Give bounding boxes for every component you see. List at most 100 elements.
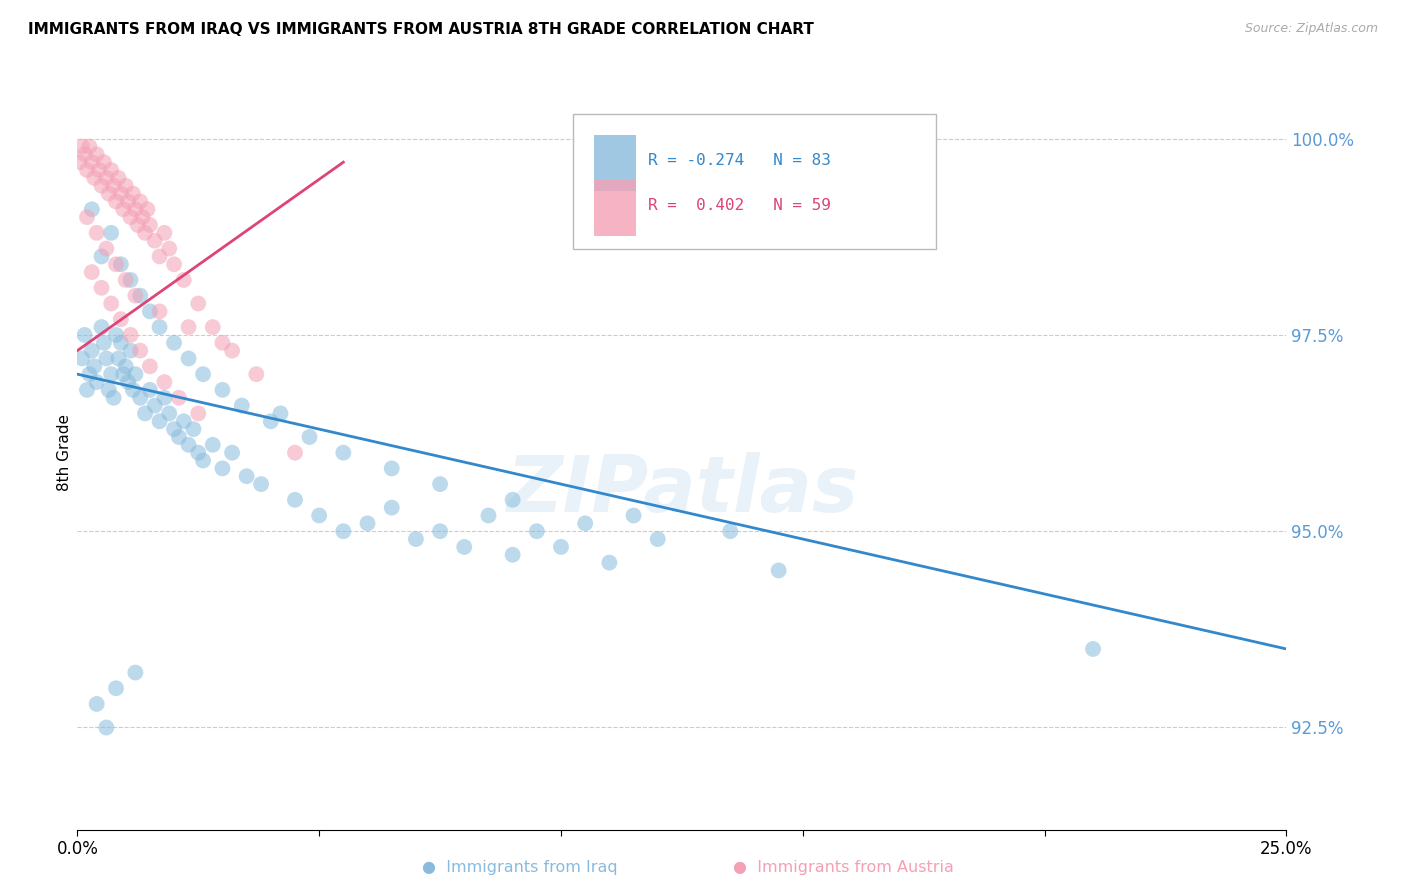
Point bbox=[284, 492, 307, 507]
Point bbox=[103, 391, 125, 405]
FancyBboxPatch shape bbox=[574, 113, 936, 249]
Point bbox=[105, 327, 128, 342]
Point bbox=[148, 249, 170, 263]
Point bbox=[177, 351, 200, 366]
Point bbox=[381, 500, 404, 515]
Point bbox=[110, 312, 132, 326]
Point bbox=[107, 170, 129, 185]
Point bbox=[129, 343, 152, 358]
Point bbox=[124, 367, 146, 381]
Point bbox=[105, 257, 128, 271]
Point bbox=[308, 508, 330, 523]
Point bbox=[134, 226, 156, 240]
Point bbox=[96, 351, 118, 366]
Point bbox=[163, 335, 186, 350]
Point bbox=[129, 391, 152, 405]
Point bbox=[122, 383, 145, 397]
Point bbox=[114, 178, 136, 193]
Point bbox=[76, 210, 98, 224]
Point bbox=[112, 202, 135, 217]
Point bbox=[100, 226, 122, 240]
Y-axis label: 8th Grade: 8th Grade bbox=[56, 414, 72, 491]
Point bbox=[96, 242, 118, 256]
Point bbox=[70, 351, 93, 366]
Point bbox=[453, 540, 475, 554]
Point bbox=[148, 320, 170, 334]
Point bbox=[120, 327, 142, 342]
Text: ●  Immigrants from Austria: ● Immigrants from Austria bbox=[733, 861, 955, 875]
Point bbox=[100, 163, 122, 178]
Point bbox=[139, 218, 162, 232]
Point bbox=[110, 335, 132, 350]
Point bbox=[260, 414, 283, 428]
Point bbox=[153, 226, 176, 240]
Point bbox=[191, 367, 214, 381]
Point bbox=[139, 304, 162, 318]
Point bbox=[332, 524, 354, 539]
Point bbox=[120, 273, 142, 287]
Point bbox=[70, 139, 93, 153]
Point bbox=[97, 383, 120, 397]
Point bbox=[124, 288, 146, 302]
Point bbox=[90, 320, 112, 334]
Point bbox=[110, 257, 132, 271]
Point bbox=[598, 556, 620, 570]
Point bbox=[187, 406, 209, 420]
Point bbox=[139, 383, 162, 397]
Point bbox=[157, 406, 180, 420]
Point bbox=[105, 681, 128, 696]
Point bbox=[120, 343, 142, 358]
FancyBboxPatch shape bbox=[593, 180, 636, 236]
Point bbox=[177, 438, 200, 452]
Point bbox=[550, 540, 572, 554]
Point bbox=[110, 186, 132, 201]
Point bbox=[405, 532, 427, 546]
Point bbox=[221, 445, 243, 459]
Point bbox=[574, 516, 596, 531]
Point bbox=[201, 320, 224, 334]
Point bbox=[112, 367, 135, 381]
Point bbox=[173, 414, 195, 428]
Point bbox=[114, 273, 136, 287]
Point bbox=[167, 391, 190, 405]
Point bbox=[79, 139, 101, 153]
Point bbox=[90, 249, 112, 263]
Point bbox=[107, 351, 129, 366]
Point bbox=[148, 414, 170, 428]
Point bbox=[502, 548, 524, 562]
Point bbox=[211, 383, 233, 397]
Point bbox=[163, 257, 186, 271]
Point bbox=[381, 461, 404, 475]
Point bbox=[120, 210, 142, 224]
Text: Source: ZipAtlas.com: Source: ZipAtlas.com bbox=[1244, 22, 1378, 36]
Point bbox=[76, 163, 98, 178]
Point bbox=[127, 218, 149, 232]
Point bbox=[187, 445, 209, 459]
Point bbox=[83, 170, 105, 185]
Point bbox=[177, 320, 200, 334]
Point bbox=[148, 304, 170, 318]
Point bbox=[86, 226, 108, 240]
Point bbox=[768, 564, 790, 578]
Point bbox=[356, 516, 378, 531]
Point bbox=[332, 445, 354, 459]
Point bbox=[477, 508, 499, 523]
Point bbox=[73, 327, 96, 342]
Point bbox=[221, 343, 243, 358]
Point bbox=[124, 665, 146, 680]
Point bbox=[93, 155, 115, 169]
Point bbox=[231, 399, 253, 413]
Point bbox=[93, 335, 115, 350]
Point bbox=[245, 367, 267, 381]
Point bbox=[134, 406, 156, 420]
Point bbox=[269, 406, 291, 420]
Point bbox=[86, 147, 108, 161]
Point bbox=[526, 524, 548, 539]
Point bbox=[124, 202, 146, 217]
Point bbox=[86, 375, 108, 389]
Point bbox=[647, 532, 669, 546]
Point bbox=[136, 202, 159, 217]
Point bbox=[117, 375, 139, 389]
Text: R =  0.402   N = 59: R = 0.402 N = 59 bbox=[648, 198, 831, 213]
Text: ●  Immigrants from Iraq: ● Immigrants from Iraq bbox=[422, 861, 619, 875]
